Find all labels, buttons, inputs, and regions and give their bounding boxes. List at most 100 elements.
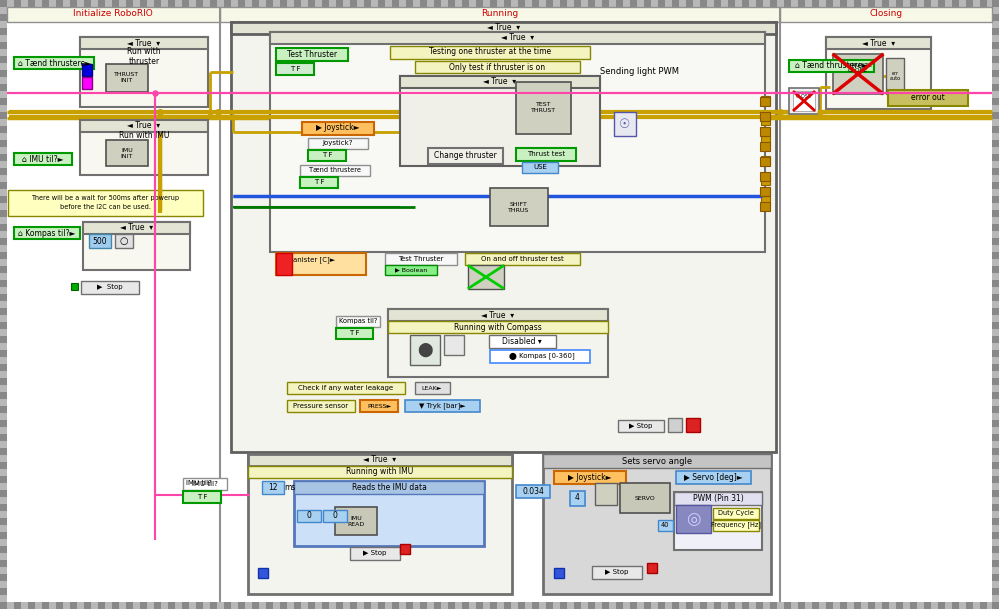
Bar xyxy=(700,0,707,7)
Bar xyxy=(665,602,672,609)
Text: ⌂ Kompas til?►: ⌂ Kompas til?► xyxy=(18,228,76,238)
Bar xyxy=(182,602,189,609)
Text: INIT: INIT xyxy=(121,153,133,158)
Bar xyxy=(0,112,7,119)
Text: There will be a wait for 500ms after powerup: There will be a wait for 500ms after pow… xyxy=(31,195,179,201)
Bar xyxy=(539,602,546,609)
Bar xyxy=(992,161,999,168)
Bar xyxy=(522,162,558,173)
Bar xyxy=(469,0,476,7)
Bar xyxy=(992,308,999,315)
Bar xyxy=(82,64,92,76)
Bar xyxy=(335,507,377,535)
Bar xyxy=(0,28,7,35)
Bar xyxy=(385,265,437,275)
Text: ⬤ Kompas [0-360]: ⬤ Kompas [0-360] xyxy=(509,353,574,359)
Bar xyxy=(714,602,721,609)
Bar xyxy=(196,0,203,7)
Bar xyxy=(658,602,665,609)
Bar xyxy=(252,602,259,609)
Bar xyxy=(980,602,987,609)
Text: thruster: thruster xyxy=(129,57,160,66)
Bar xyxy=(992,217,999,224)
Bar xyxy=(812,602,819,609)
Bar xyxy=(182,0,189,7)
Bar xyxy=(784,602,791,609)
Bar xyxy=(805,0,812,7)
Bar xyxy=(992,448,999,455)
Bar xyxy=(952,0,959,7)
Bar xyxy=(14,0,21,7)
Text: Sets servo angle: Sets servo angle xyxy=(622,457,692,465)
Bar xyxy=(161,602,168,609)
Bar xyxy=(992,203,999,210)
Bar xyxy=(294,481,484,546)
Bar xyxy=(0,434,7,441)
Bar xyxy=(427,602,434,609)
Bar xyxy=(789,60,874,72)
Bar xyxy=(637,602,644,609)
Bar xyxy=(294,0,301,7)
Bar xyxy=(350,547,400,560)
Bar xyxy=(917,602,924,609)
Bar xyxy=(992,588,999,595)
Bar xyxy=(448,0,455,7)
Bar xyxy=(992,525,999,532)
Bar xyxy=(992,532,999,539)
Text: ◄ True  ▾: ◄ True ▾ xyxy=(500,33,534,43)
Bar xyxy=(959,602,966,609)
Bar xyxy=(262,481,284,494)
Bar xyxy=(543,454,771,594)
Bar xyxy=(763,602,770,609)
Bar xyxy=(674,492,762,505)
Bar xyxy=(7,0,14,7)
Text: Change thruster: Change thruster xyxy=(434,152,497,161)
Bar xyxy=(0,322,7,329)
Bar xyxy=(770,0,777,7)
Bar xyxy=(483,0,490,7)
Bar xyxy=(592,566,642,579)
Text: READ: READ xyxy=(348,521,365,527)
Text: Running with IMU: Running with IMU xyxy=(347,468,414,476)
Bar xyxy=(616,602,623,609)
Bar xyxy=(220,7,780,22)
Bar xyxy=(760,127,770,136)
Bar xyxy=(637,0,644,7)
Bar xyxy=(992,595,999,602)
Bar xyxy=(231,22,776,452)
Text: PWM (Pin 31): PWM (Pin 31) xyxy=(692,493,743,502)
Bar xyxy=(336,316,380,327)
Bar xyxy=(441,602,448,609)
Bar xyxy=(444,335,464,355)
Bar xyxy=(468,265,504,289)
Bar xyxy=(665,0,672,7)
Text: IMU til?: IMU til? xyxy=(192,481,218,487)
Text: ○: ○ xyxy=(120,236,128,246)
Bar xyxy=(0,245,7,252)
Bar xyxy=(455,602,462,609)
Bar xyxy=(0,266,7,273)
Bar xyxy=(89,234,111,248)
Bar xyxy=(992,14,999,21)
Bar xyxy=(428,148,503,164)
Bar xyxy=(0,371,7,378)
Bar xyxy=(854,0,861,7)
Bar xyxy=(992,427,999,434)
Bar xyxy=(761,196,770,205)
Bar xyxy=(0,238,7,245)
Bar xyxy=(0,581,7,588)
Bar xyxy=(0,203,7,210)
Bar xyxy=(77,602,84,609)
Bar xyxy=(992,112,999,119)
Bar xyxy=(224,0,231,7)
Bar xyxy=(760,157,770,166)
Text: Running with Compass: Running with Compass xyxy=(455,323,541,331)
Bar xyxy=(183,491,221,503)
Text: Disabled ▾: Disabled ▾ xyxy=(502,337,541,345)
Bar xyxy=(992,329,999,336)
Bar xyxy=(140,0,147,7)
Bar xyxy=(780,7,992,22)
Bar xyxy=(992,511,999,518)
Text: ▶ Joystick►: ▶ Joystick► xyxy=(317,124,360,133)
Bar xyxy=(833,602,840,609)
